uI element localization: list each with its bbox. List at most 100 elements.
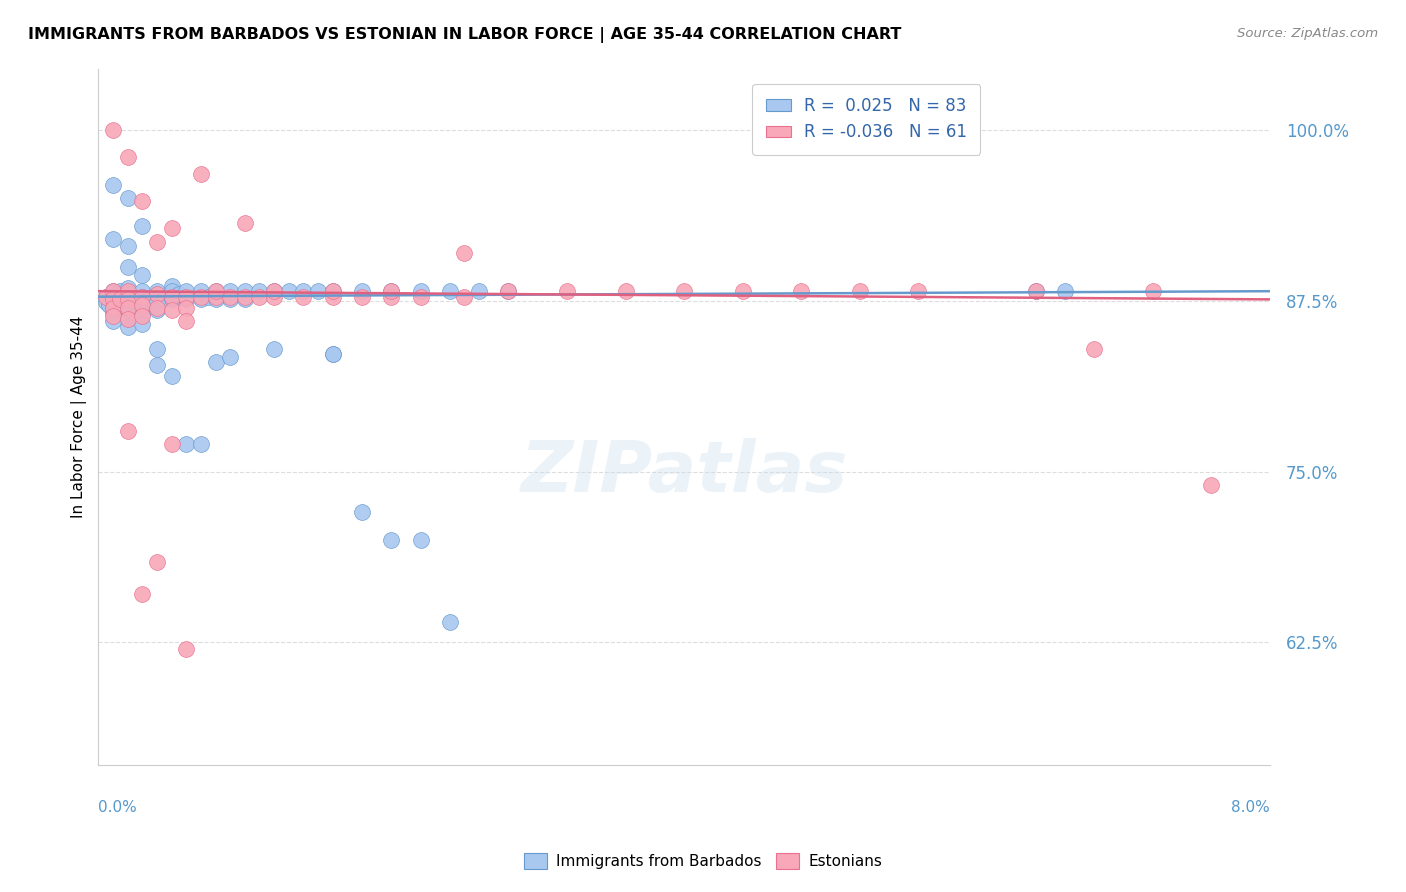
- Point: [160, 303, 183, 318]
- Point: [146, 342, 169, 356]
- Point: [731, 284, 754, 298]
- Point: [131, 268, 153, 282]
- Point: [322, 347, 344, 361]
- Point: [101, 232, 124, 246]
- Point: [409, 533, 432, 547]
- Point: [97, 298, 120, 312]
- Point: [790, 284, 813, 298]
- Point: [453, 246, 475, 260]
- Point: [204, 293, 226, 307]
- Point: [190, 284, 212, 298]
- Point: [1025, 284, 1047, 298]
- Point: [94, 290, 117, 304]
- Point: [555, 284, 578, 298]
- Point: [204, 284, 226, 298]
- Point: [101, 290, 124, 304]
- Point: [380, 290, 402, 304]
- Point: [219, 284, 242, 298]
- Point: [110, 284, 132, 298]
- Point: [439, 615, 461, 629]
- Point: [124, 290, 146, 304]
- Point: [101, 309, 124, 323]
- Point: [174, 284, 197, 298]
- Point: [190, 167, 212, 181]
- Point: [131, 306, 153, 320]
- Point: [131, 298, 153, 312]
- Point: [322, 284, 344, 298]
- Point: [233, 284, 256, 298]
- Point: [233, 293, 256, 307]
- Point: [117, 293, 139, 307]
- Point: [174, 301, 197, 315]
- Point: [117, 287, 139, 301]
- Point: [1053, 284, 1076, 298]
- Point: [117, 319, 139, 334]
- Point: [439, 284, 461, 298]
- Point: [263, 284, 285, 298]
- Point: [322, 347, 344, 361]
- Point: [350, 290, 373, 304]
- Point: [117, 303, 139, 318]
- Point: [117, 150, 139, 164]
- Point: [160, 293, 183, 307]
- Point: [219, 293, 242, 307]
- Point: [101, 301, 124, 315]
- Point: [131, 587, 153, 601]
- Point: [1201, 478, 1223, 492]
- Point: [117, 239, 139, 253]
- Point: [292, 290, 315, 304]
- Point: [131, 194, 153, 208]
- Point: [174, 293, 197, 307]
- Point: [117, 301, 139, 315]
- Point: [1142, 284, 1164, 298]
- Point: [94, 295, 117, 310]
- Point: [146, 555, 169, 569]
- Point: [117, 260, 139, 274]
- Point: [233, 290, 256, 304]
- Point: [263, 284, 285, 298]
- Point: [167, 287, 190, 301]
- Point: [146, 235, 169, 249]
- Legend: R =  0.025   N = 83, R = -0.036   N = 61: R = 0.025 N = 83, R = -0.036 N = 61: [752, 84, 980, 155]
- Point: [131, 295, 153, 310]
- Point: [131, 284, 153, 298]
- Point: [153, 293, 176, 307]
- Point: [160, 221, 183, 235]
- Point: [117, 311, 139, 326]
- Point: [468, 284, 491, 298]
- Point: [174, 314, 197, 328]
- Point: [101, 301, 124, 315]
- Point: [350, 284, 373, 298]
- Point: [277, 284, 299, 298]
- Point: [498, 284, 520, 298]
- Point: [117, 298, 139, 312]
- Point: [117, 281, 139, 295]
- Point: [146, 290, 169, 304]
- Point: [101, 314, 124, 328]
- Point: [1083, 342, 1105, 356]
- Point: [101, 284, 124, 298]
- Point: [174, 642, 197, 657]
- Point: [146, 303, 169, 318]
- Point: [233, 216, 256, 230]
- Point: [94, 290, 117, 304]
- Point: [174, 290, 197, 304]
- Point: [131, 309, 153, 323]
- Point: [117, 311, 139, 326]
- Point: [101, 123, 124, 137]
- Point: [146, 287, 169, 301]
- Point: [219, 350, 242, 364]
- Point: [101, 293, 124, 307]
- Point: [174, 437, 197, 451]
- Point: [190, 437, 212, 451]
- Point: [146, 284, 169, 298]
- Text: IMMIGRANTS FROM BARBADOS VS ESTONIAN IN LABOR FORCE | AGE 35-44 CORRELATION CHAR: IMMIGRANTS FROM BARBADOS VS ESTONIAN IN …: [28, 27, 901, 43]
- Point: [117, 293, 139, 307]
- Point: [131, 219, 153, 233]
- Point: [131, 290, 153, 304]
- Point: [204, 355, 226, 369]
- Point: [380, 533, 402, 547]
- Point: [131, 301, 153, 315]
- Point: [110, 293, 132, 307]
- Point: [117, 191, 139, 205]
